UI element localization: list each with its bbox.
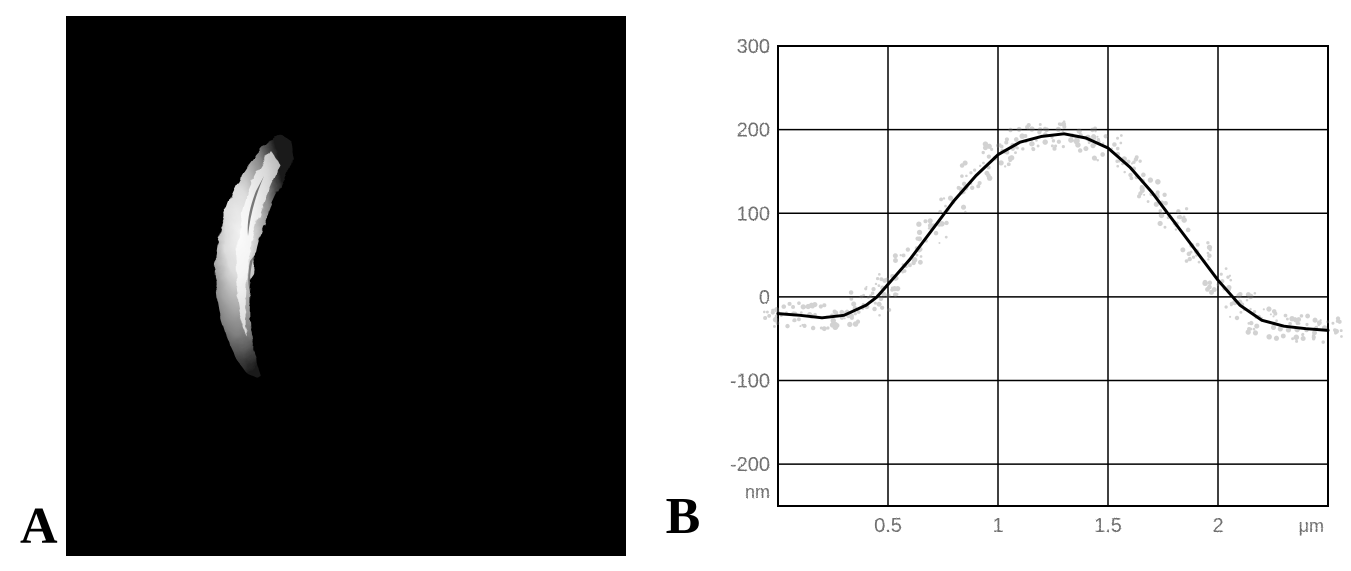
svg-text:100: 100 (737, 203, 770, 225)
panel-a-label: A (20, 497, 58, 556)
svg-text:0.5: 0.5 (874, 515, 902, 537)
panel-b: B 300 200 100 0 -100 -200 nm 0.5 1 1.5 2 μm (666, 26, 1349, 546)
svg-text:2: 2 (1213, 515, 1224, 537)
svg-text:1.5: 1.5 (1094, 515, 1122, 537)
svg-text:300: 300 (737, 36, 770, 58)
panel-b-chart: 300 200 100 0 -100 -200 nm 0.5 1 1.5 2 μm (708, 26, 1348, 546)
svg-text:-200: -200 (730, 454, 770, 476)
figure-container: A (0, 0, 1351, 571)
line-chart-svg: 300 200 100 0 -100 -200 nm 0.5 1 1.5 2 μm (708, 26, 1348, 546)
svg-text:200: 200 (737, 119, 770, 141)
panel-a: A (20, 16, 626, 556)
crescent-shape (196, 116, 376, 396)
svg-text:nm: nm (745, 482, 770, 502)
svg-text:0: 0 (759, 286, 770, 308)
svg-text:1: 1 (993, 515, 1004, 537)
svg-text:-100: -100 (730, 370, 770, 392)
panel-a-image (66, 16, 626, 556)
svg-text:μm: μm (1299, 516, 1324, 536)
panel-b-label: B (666, 487, 701, 546)
